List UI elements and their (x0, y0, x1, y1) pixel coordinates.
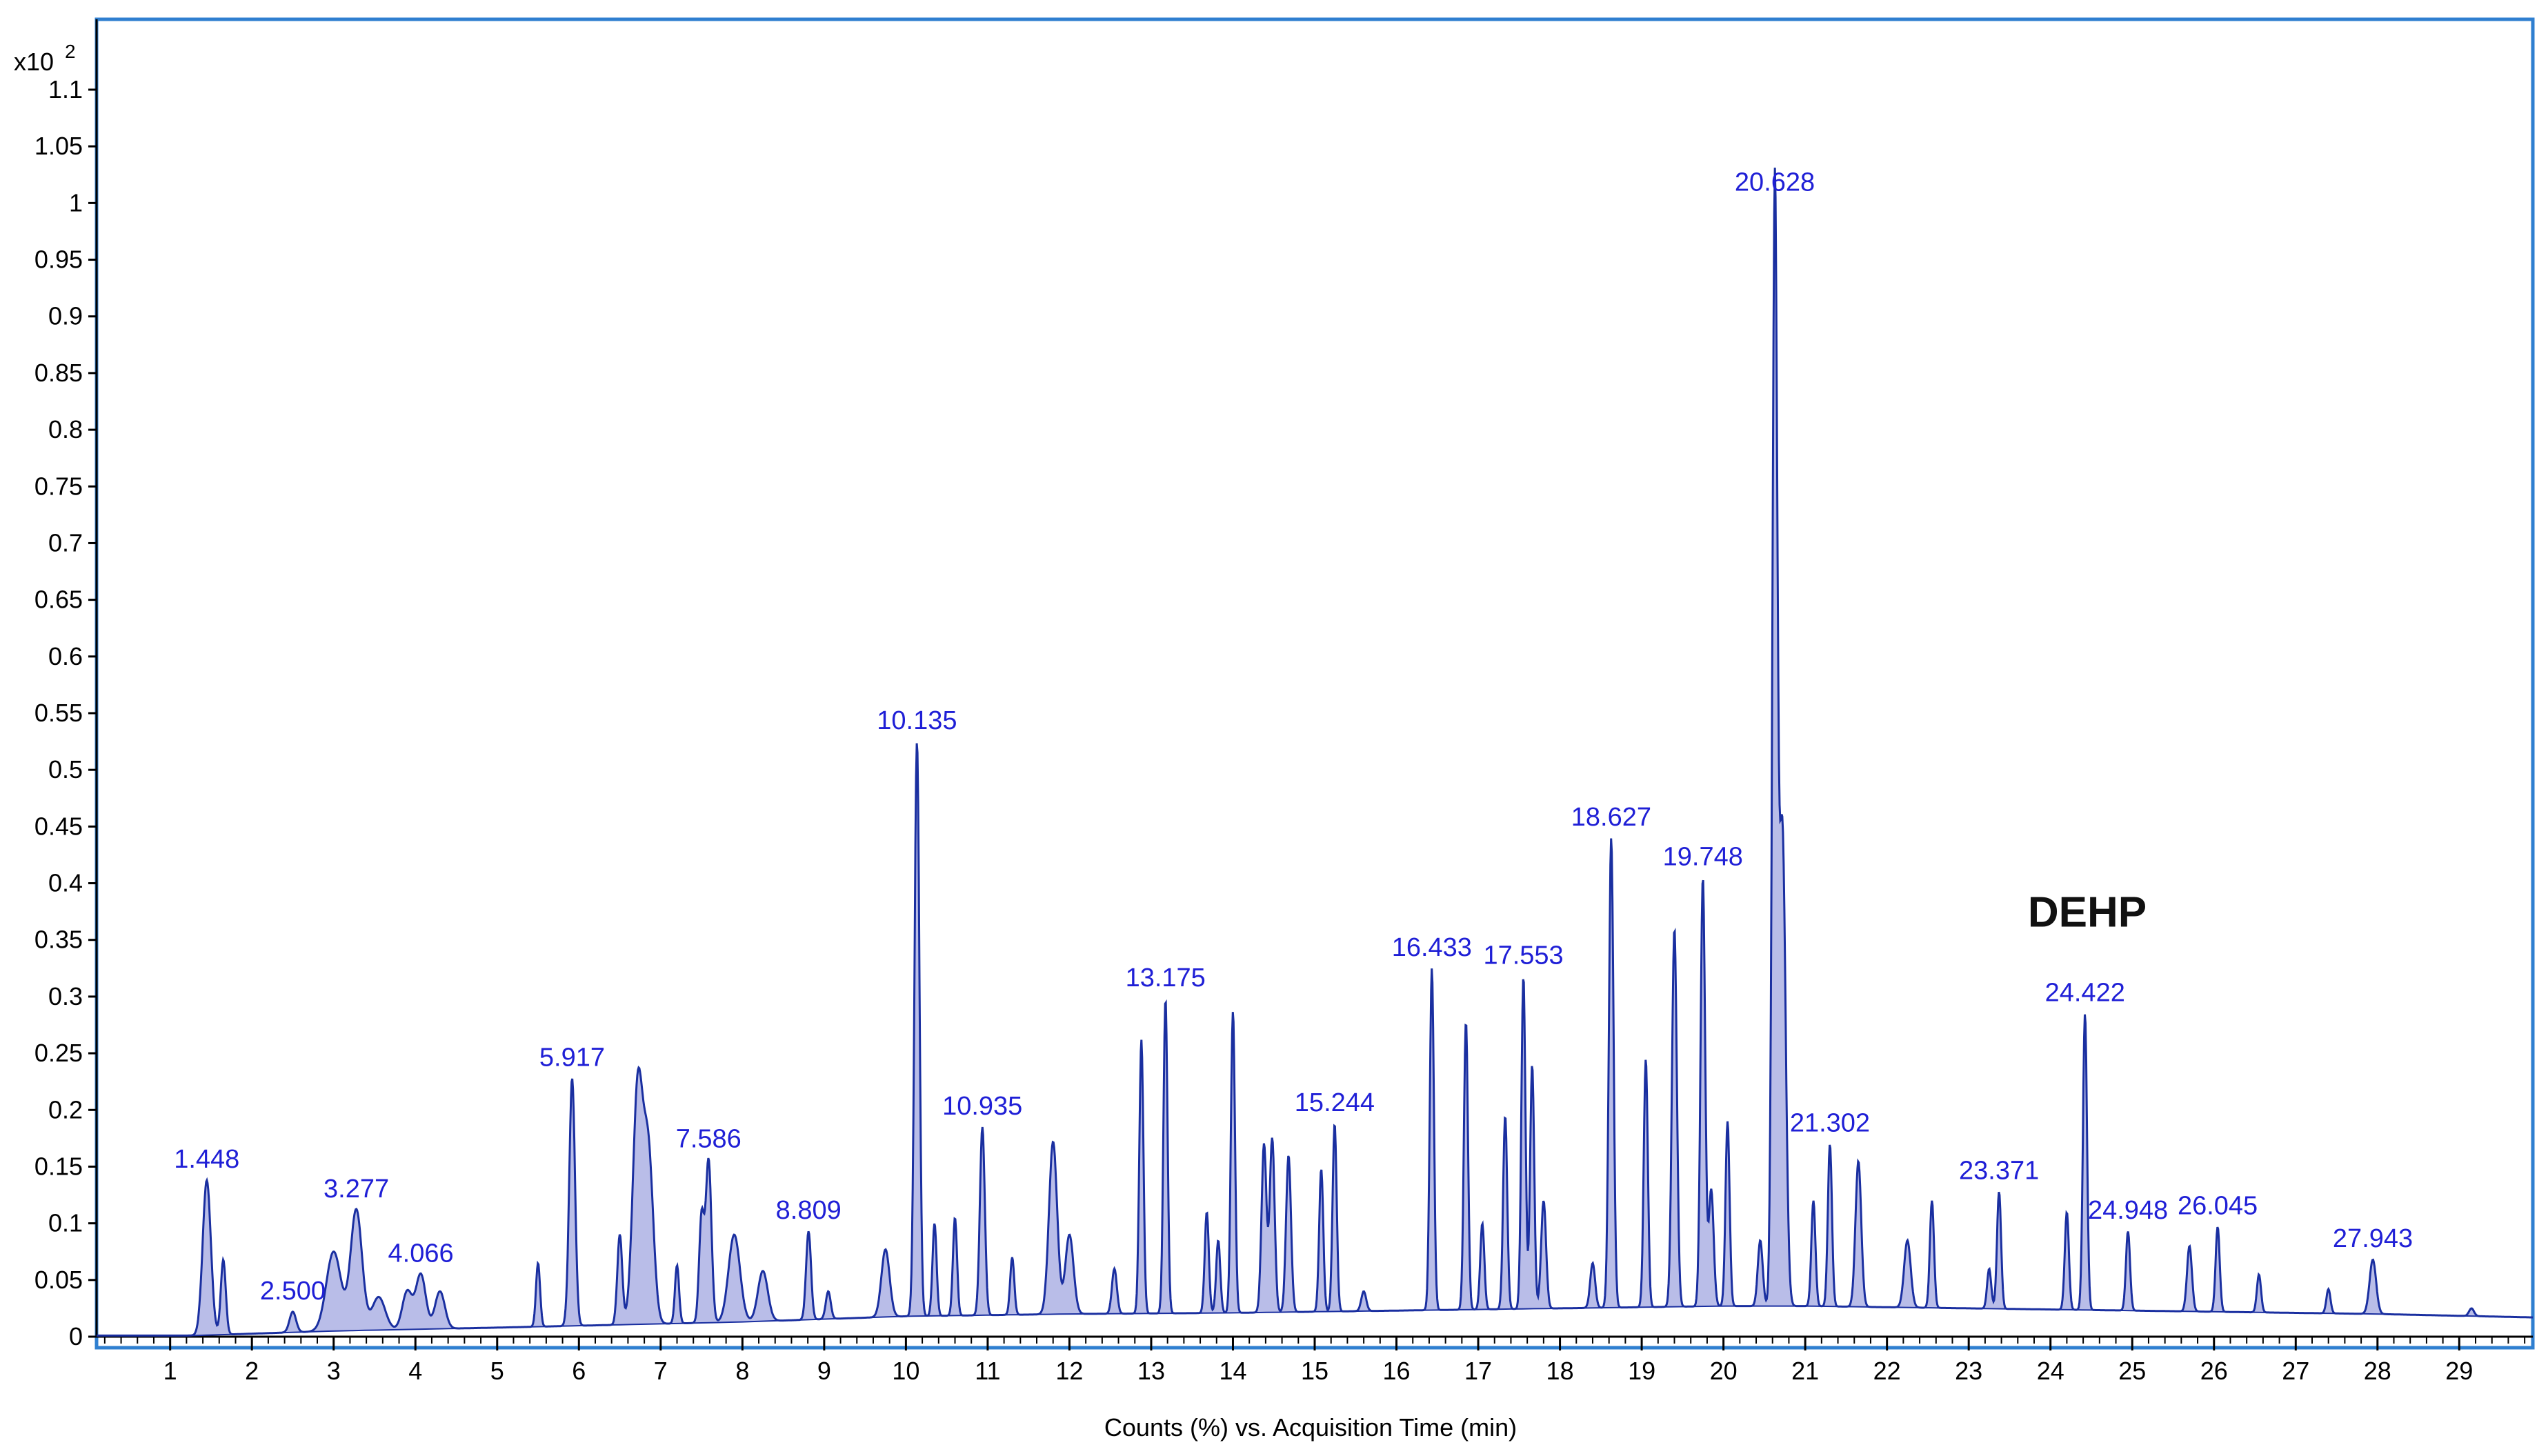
x-tick-label: 5 (490, 1357, 504, 1385)
peak-label: 24.422 (2045, 979, 2125, 1008)
peak-labels-layer: 1.448 2.500 3.277 4.066 5.917 7.586 8.809 10.13… (174, 168, 2413, 1305)
peak-label: 21.302 (1790, 1109, 1870, 1138)
x-tick-label: 12 (1055, 1357, 1083, 1385)
x-tick-label: 18 (1546, 1357, 1574, 1385)
annotation-label: DEHP (2028, 889, 2147, 937)
y-tick-label: 0.55 (34, 699, 83, 727)
x-tick-label: 1 (163, 1357, 177, 1385)
x-tick-label: 25 (2118, 1357, 2146, 1385)
peak-label: 13.175 (1126, 964, 1206, 993)
y-tick-label: 0.6 (48, 642, 83, 670)
peak-label: 10.935 (942, 1092, 1022, 1121)
peak-label: 19.748 (1663, 842, 1743, 871)
y-tick-label: 0.15 (34, 1152, 83, 1180)
y-tick-label: 1 (69, 188, 83, 217)
x-tick-label: 15 (1301, 1357, 1328, 1385)
peak-label: 4.066 (388, 1239, 454, 1268)
y-tick-label: 0.8 (48, 415, 83, 443)
y-tick-label: 0.5 (48, 755, 83, 784)
series-line (97, 168, 2534, 1337)
peak-label: 1.448 (174, 1145, 239, 1174)
y-multiplier-label: x10 (14, 48, 54, 76)
x-axis-title: Counts (%) vs. Acquisition Time (min) (1104, 1413, 1517, 1442)
y-tick-label: 0.95 (34, 246, 83, 274)
peak-label: 3.277 (324, 1175, 389, 1204)
x-tick-label: 26 (2200, 1357, 2228, 1385)
x-tick-label: 10 (892, 1357, 919, 1385)
x-tick-label: 21 (1791, 1357, 1819, 1385)
x-tick-label: 6 (572, 1357, 586, 1385)
x-tick-label: 17 (1464, 1357, 1492, 1385)
x-tick-label: 9 (817, 1357, 831, 1385)
y-tick-label: 0.7 (48, 528, 83, 557)
peak-label: 17.553 (1483, 941, 1563, 970)
peak-label: 8.809 (776, 1196, 842, 1225)
peak-label: 27.943 (2333, 1224, 2413, 1253)
x-tick-label: 14 (1219, 1357, 1246, 1385)
peak-label: 10.135 (877, 706, 957, 735)
y-tick-label: 1.1 (48, 75, 83, 103)
x-tick-label: 23 (1955, 1357, 1982, 1385)
y-tick-label: 0.2 (48, 1095, 83, 1124)
peak-label: 20.628 (1735, 168, 1815, 197)
y-tick-label: 0.05 (34, 1266, 83, 1294)
y-tick-label: 0.9 (48, 302, 83, 330)
x-tick-label: 20 (1710, 1357, 1738, 1385)
y-tick-label: 0.1 (48, 1209, 83, 1237)
axes-layer: 0 0.05 0.1 0.15 0.2 0.25 0.3 0.35 0.4 0.45 0.5 0.55… (34, 19, 2533, 1385)
y-tick-label: 0.45 (34, 812, 83, 840)
x-tick-label: 16 (1383, 1357, 1411, 1385)
y-tick-label: 0.75 (34, 472, 83, 500)
x-tick-label: 24 (2037, 1357, 2064, 1385)
x-tick-label: 28 (2364, 1357, 2391, 1385)
trace-layer (97, 168, 2534, 1337)
peak-label: 23.371 (1959, 1157, 2039, 1186)
peak-label: 24.948 (2088, 1196, 2168, 1225)
peak-label: 2.500 (260, 1277, 326, 1306)
y-tick-label: 0.35 (34, 926, 83, 954)
x-tick-label: 29 (2445, 1357, 2473, 1385)
x-tick-label: 2 (245, 1357, 259, 1385)
x-tick-label: 7 (654, 1357, 668, 1385)
y-multiplier-exponent: 2 (65, 41, 76, 62)
y-tick-label: 0.25 (34, 1039, 83, 1067)
x-tick-label: 13 (1137, 1357, 1165, 1385)
peak-label: 15.244 (1295, 1088, 1375, 1117)
x-tick-label: 27 (2282, 1357, 2309, 1385)
peak-label: 7.586 (676, 1125, 741, 1154)
y-tick-label: 0 (69, 1322, 83, 1350)
x-tick-label: 19 (1628, 1357, 1655, 1385)
y-tick-label: 0.85 (34, 359, 83, 387)
x-tick-label: 4 (408, 1357, 422, 1385)
y-tick-label: 0.4 (48, 869, 83, 897)
y-tick-label: 0.65 (34, 586, 83, 614)
peak-label: 26.045 (2178, 1192, 2258, 1221)
peak-fill-layer (97, 168, 2533, 1336)
x-tick-label: 11 (975, 1357, 1000, 1385)
x-tick-label: 3 (327, 1357, 341, 1385)
peak-label: 16.433 (1392, 933, 1472, 962)
y-tick-label: 1.05 (34, 132, 83, 160)
peak-label: 5.917 (539, 1043, 605, 1072)
x-tick-label: 8 (735, 1357, 749, 1385)
x-tick-label: 22 (1873, 1357, 1901, 1385)
peak-area (97, 168, 2533, 1336)
peak-label: 18.627 (1571, 803, 1651, 832)
y-tick-label: 0.3 (48, 982, 83, 1010)
plot-frame (94, 17, 2535, 1350)
